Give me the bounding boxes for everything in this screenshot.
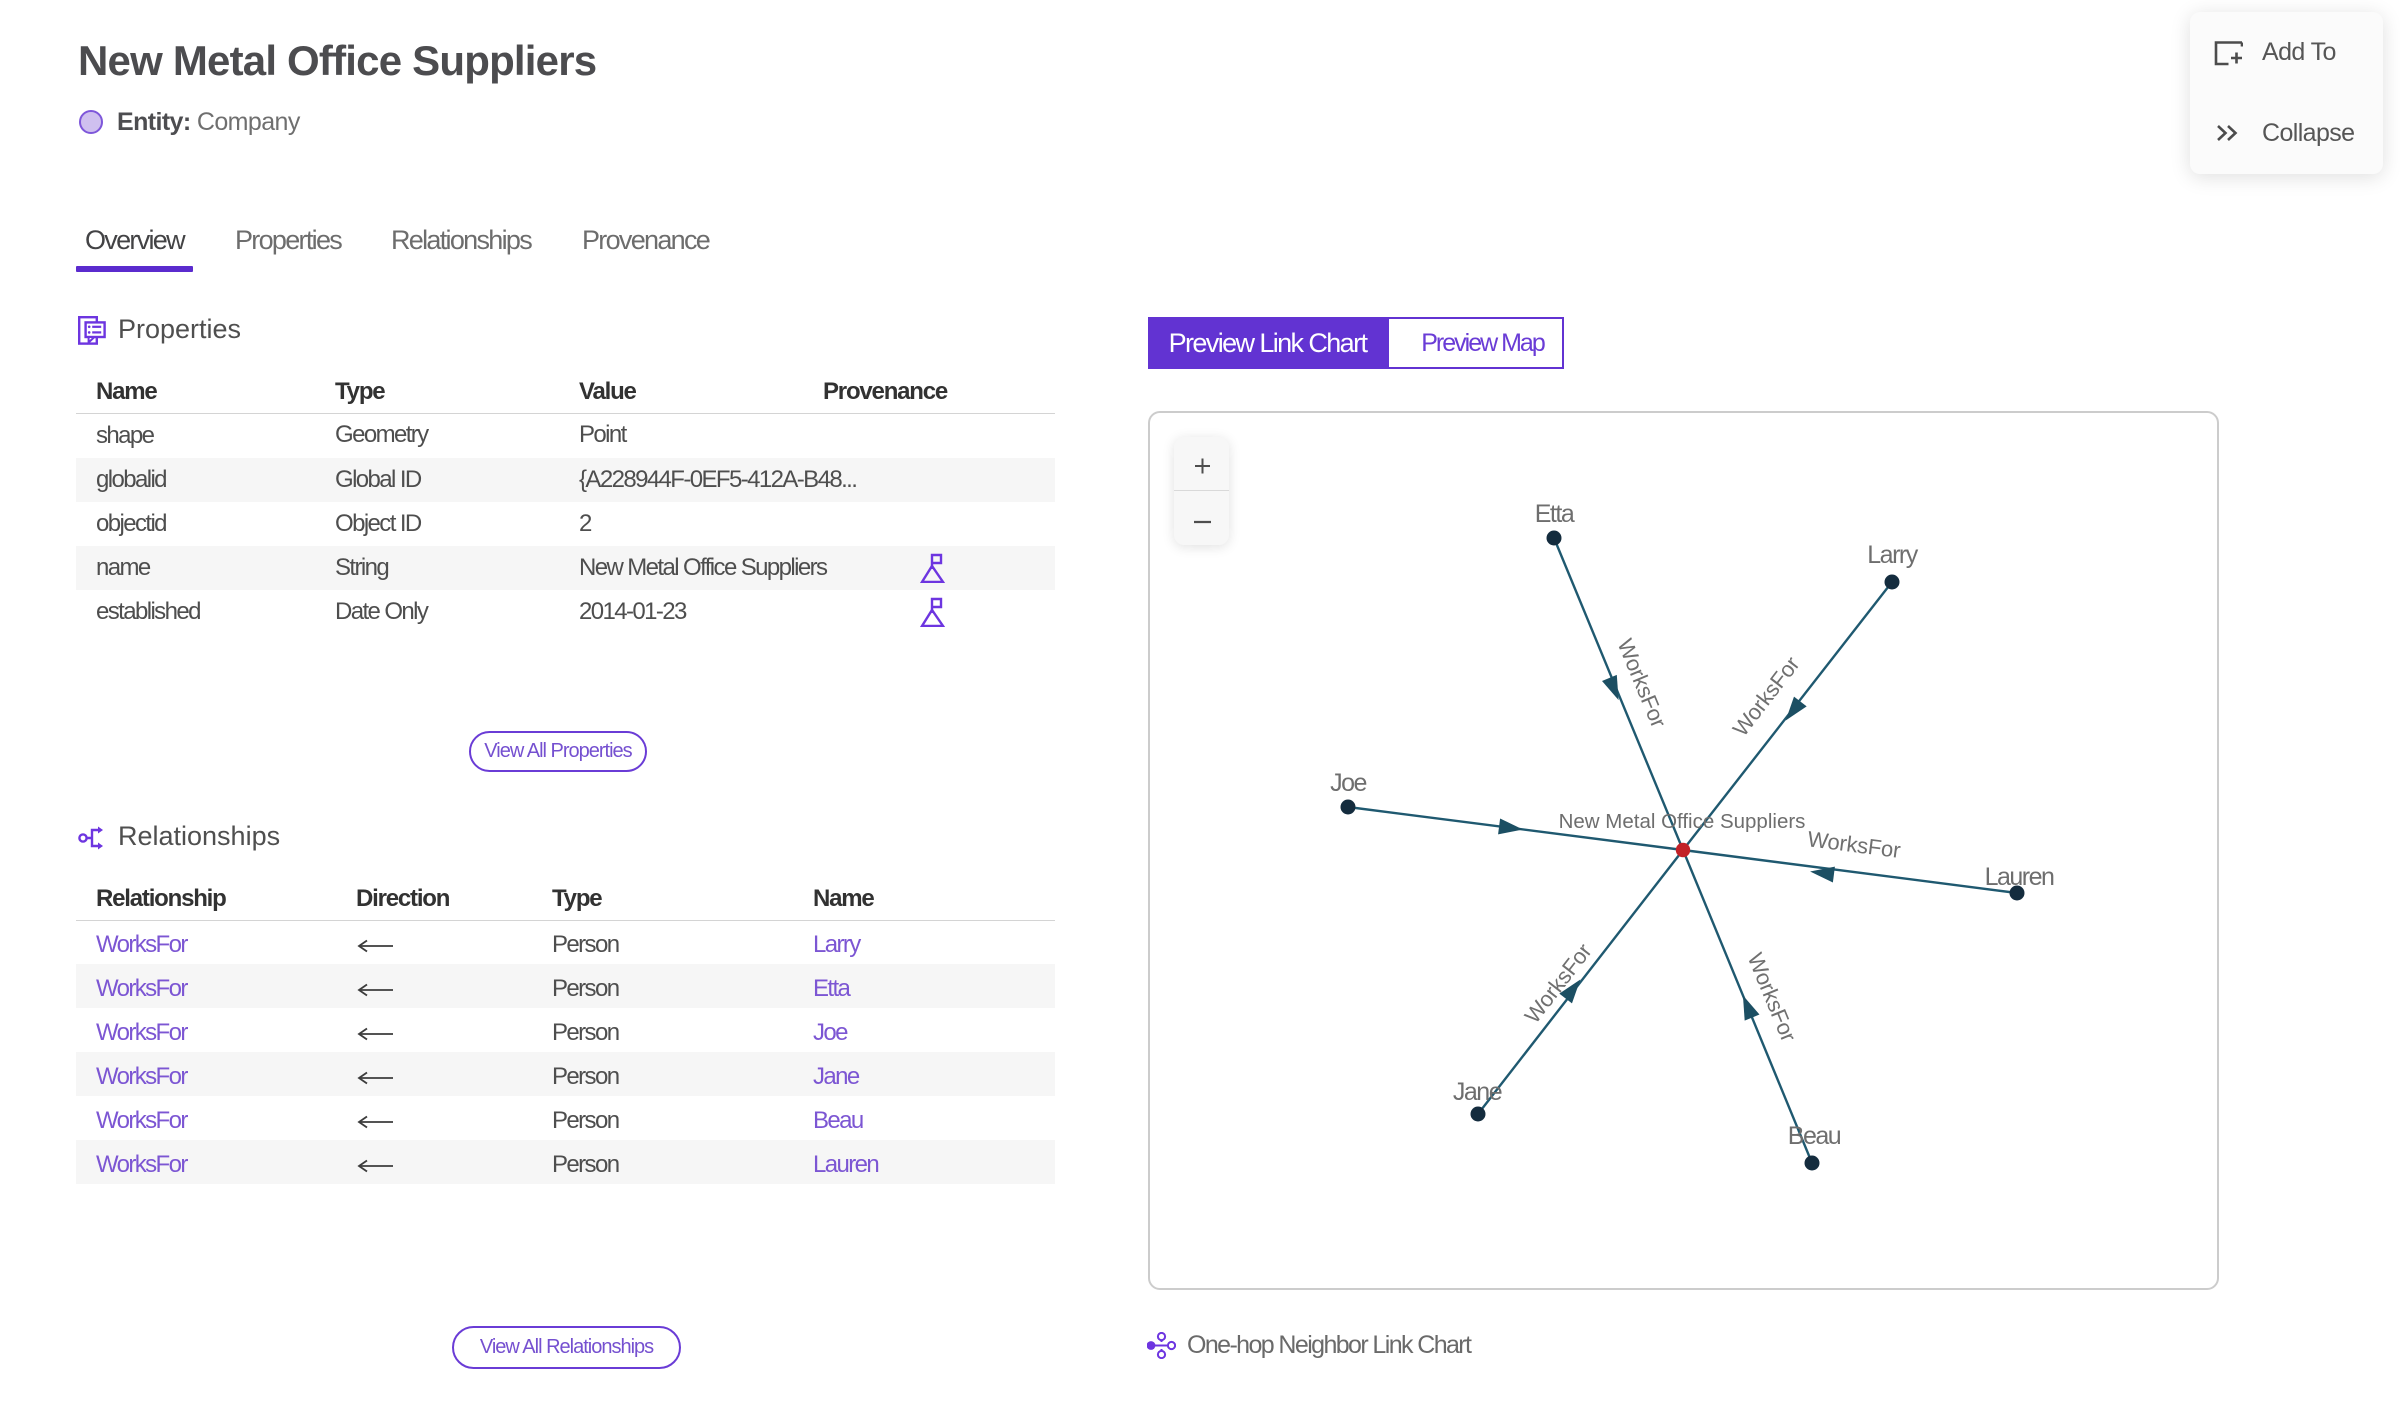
svg-text:New Metal Office Suppliers: New Metal Office Suppliers — [1559, 810, 1806, 833]
svg-text:Beau: Beau — [1788, 1122, 1841, 1150]
svg-text:WorksFor: WorksFor — [1806, 826, 1902, 863]
svg-text:Larry: Larry — [1867, 541, 1918, 569]
svg-text:WorksFor: WorksFor — [1728, 652, 1805, 741]
svg-text:Etta: Etta — [1535, 500, 1575, 528]
svg-text:WorksFor: WorksFor — [1743, 949, 1802, 1045]
svg-text:Jane: Jane — [1453, 1078, 1502, 1106]
svg-text:WorksFor: WorksFor — [1613, 635, 1672, 731]
svg-text:Joe: Joe — [1330, 769, 1366, 797]
svg-text:Lauren: Lauren — [1985, 863, 2054, 891]
svg-text:WorksFor: WorksFor — [1520, 939, 1597, 1028]
